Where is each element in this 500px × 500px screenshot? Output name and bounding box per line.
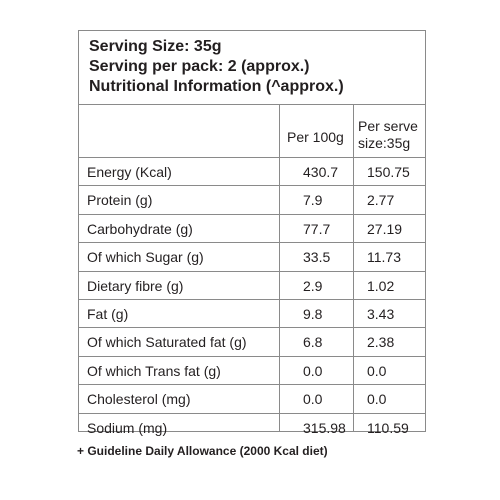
nutritional-info-title: Nutritional Information (^approx.) — [89, 78, 344, 95]
value-per-serve: 0.0 — [367, 391, 387, 408]
value-per-100g: 315.98 — [303, 419, 346, 436]
nutrient-name: Of which Sugar (g) — [87, 249, 204, 266]
row-divider — [79, 242, 425, 244]
nutrition-facts-panel: Serving Size: 35g Serving per pack: 2 (a… — [78, 30, 426, 436]
row-divider — [79, 355, 425, 357]
value-per-100g: 430.7 — [303, 164, 339, 180]
value-per-serve: 2.38 — [367, 334, 395, 351]
value-per-serve: 0.0 — [367, 362, 387, 379]
nutrient-name: Energy (Kcal) — [87, 164, 172, 180]
nutrient-name: Carbohydrate (g) — [87, 220, 193, 237]
value-per-serve: 110.59 — [367, 419, 409, 436]
nutrient-name: Protein (g) — [87, 192, 153, 209]
value-per-100g: 33.5 — [303, 249, 331, 266]
row-divider — [79, 384, 425, 386]
row-divider — [79, 327, 425, 329]
column-header-per-100g: Per 100g — [287, 129, 344, 145]
column-divider-2 — [353, 104, 354, 431]
column-header-per-serve-line1: Per serve — [358, 118, 418, 134]
nutrient-name: Cholesterol (mg) — [87, 391, 191, 408]
header-divider — [79, 104, 425, 105]
nutrient-name: Fat (g) — [87, 306, 129, 322]
value-per-serve: 27.19 — [367, 220, 403, 237]
column-header-per-serve: Per serve size:35g — [358, 118, 418, 152]
nutrient-name: Sodium (mg) — [87, 419, 168, 436]
column-header-per-serve-line2: size:35g — [358, 135, 411, 151]
value-per-serve: 150.75 — [367, 164, 410, 180]
row-divider — [79, 412, 425, 414]
value-per-100g: 6.8 — [303, 334, 323, 351]
value-per-100g: 7.9 — [303, 192, 323, 209]
serving-header: Serving Size: 35g Serving per pack: 2 (a… — [79, 31, 425, 104]
value-per-100g: 2.9 — [303, 277, 323, 294]
row-divider — [79, 185, 425, 187]
nutrient-name: Of which Trans fat (g) — [87, 362, 221, 379]
nutrient-name: Dietary fibre (g) — [87, 277, 184, 294]
value-per-100g: 0.0 — [303, 391, 323, 408]
value-per-serve: 1.02 — [367, 277, 395, 294]
value-per-100g: 77.7 — [303, 220, 331, 237]
value-per-serve: 2.77 — [367, 192, 395, 209]
value-per-100g: 9.8 — [303, 306, 323, 322]
serving-size: Serving Size: 35g — [89, 38, 222, 55]
row-divider — [79, 213, 425, 215]
serving-per-pack: Serving per pack: 2 (approx.) — [89, 58, 310, 75]
value-per-serve: 11.73 — [367, 249, 401, 266]
row-divider — [79, 270, 425, 272]
value-per-serve: 3.43 — [367, 306, 395, 322]
value-per-100g: 0.0 — [303, 362, 323, 379]
nutrient-name: Of which Saturated fat (g) — [87, 334, 247, 351]
footnote: + Guideline Daily Allowance (2000 Kcal d… — [77, 444, 328, 458]
column-divider-1 — [279, 104, 280, 431]
row-divider — [79, 157, 425, 158]
row-divider — [79, 299, 425, 300]
